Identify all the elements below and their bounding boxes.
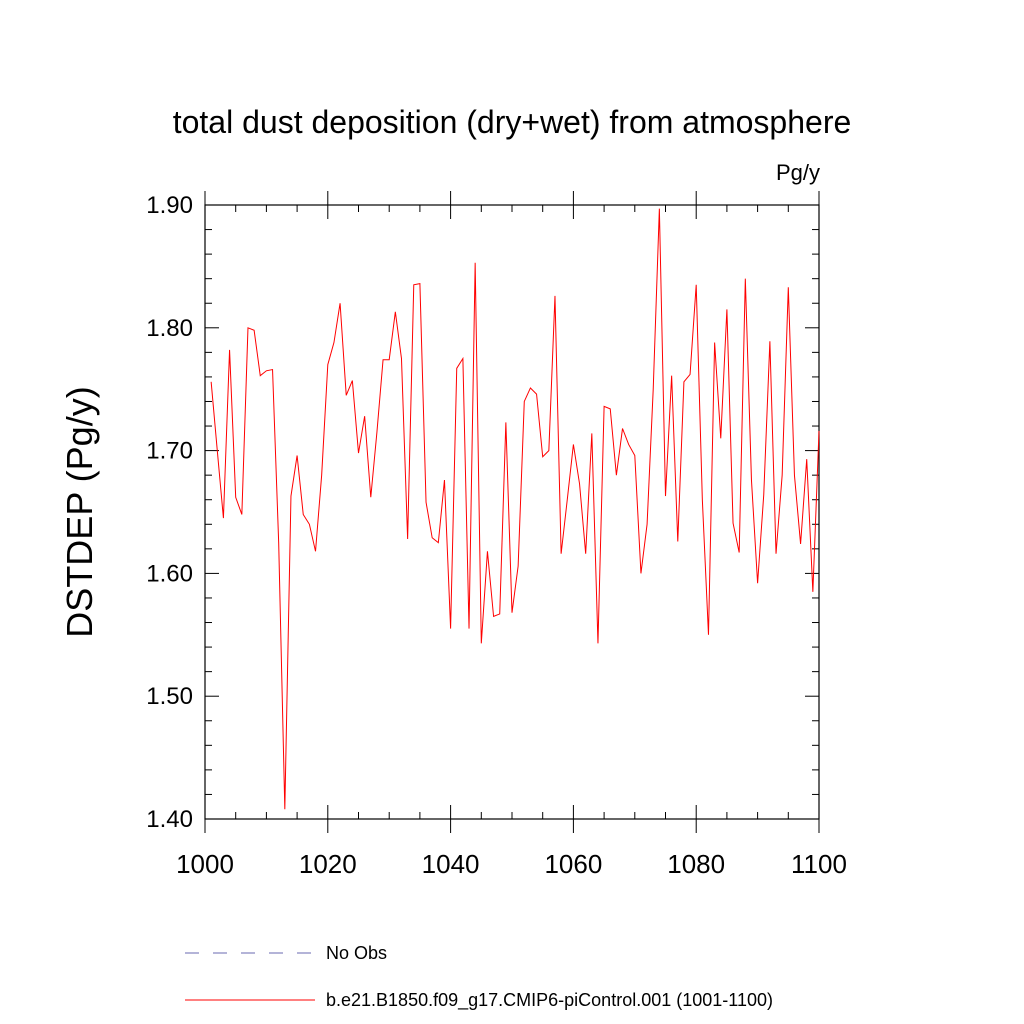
y-tick-label: 1.60 bbox=[146, 560, 193, 587]
y-tick-label: 1.50 bbox=[146, 683, 193, 710]
x-tick-label: 1080 bbox=[667, 849, 725, 879]
y-axis-label: DSTDEP (Pg/y) bbox=[59, 386, 100, 637]
y-tick-label: 1.80 bbox=[146, 315, 193, 342]
series-line-picontrol bbox=[210, 208, 820, 810]
chart-title: total dust deposition (dry+wet) from atm… bbox=[173, 104, 852, 140]
x-tick-label: 1000 bbox=[176, 849, 234, 879]
x-tick-label: 1100 bbox=[791, 849, 847, 879]
legend: No Obs b.e21.B1850.f09_g17.CMIP6-piContr… bbox=[185, 943, 773, 1011]
series-layer bbox=[210, 208, 820, 810]
y-tick-label: 1.70 bbox=[146, 438, 193, 465]
x-tick-labels: 1000 1020 1040 1060 1080 1100 bbox=[176, 849, 847, 879]
units-label: Pg/y bbox=[776, 160, 820, 185]
plot-frame bbox=[204, 204, 820, 820]
y-tick-labels: 1.40 1.50 1.60 1.70 1.80 1.90 bbox=[146, 192, 193, 833]
y-tick-label: 1.40 bbox=[146, 806, 193, 833]
x-tick-label: 1060 bbox=[544, 849, 602, 879]
x-tick-label: 1040 bbox=[422, 849, 480, 879]
x-tick-label: 1020 bbox=[299, 849, 357, 879]
y-tick-label: 1.90 bbox=[146, 192, 193, 219]
axes-ticks bbox=[204, 191, 820, 833]
legend-label-no-obs: No Obs bbox=[326, 943, 387, 963]
legend-label-picontrol: b.e21.B1850.f09_g17.CMIP6-piControl.001 … bbox=[326, 990, 773, 1011]
